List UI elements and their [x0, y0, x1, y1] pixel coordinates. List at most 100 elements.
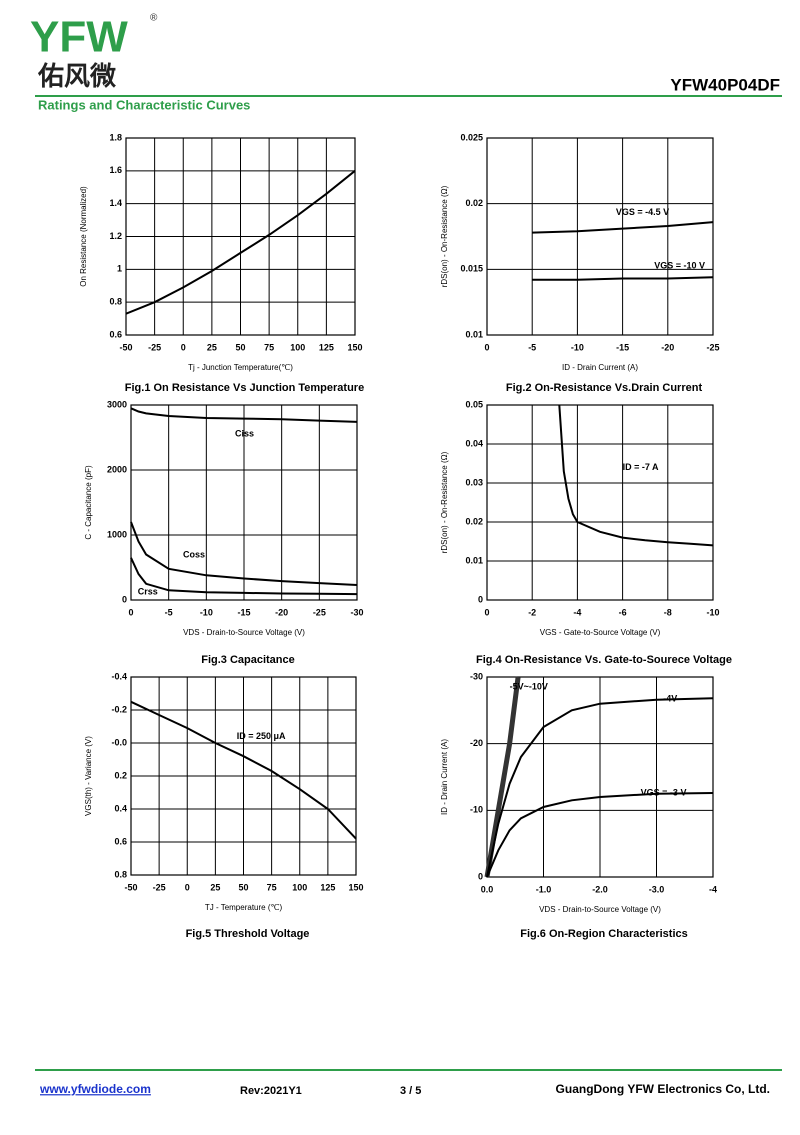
figure-caption: Fig.5 Threshold Voltage — [186, 928, 310, 940]
y-tick-label: 0.05 — [465, 399, 483, 409]
y-tick-label: 0.03 — [465, 477, 483, 487]
x-tick-label: 100 — [290, 342, 305, 352]
x-tick-label: 125 — [319, 342, 334, 352]
plot-frame — [486, 137, 714, 336]
x-tick-label: -5 — [528, 342, 536, 352]
y-tick-label: 2000 — [107, 464, 127, 474]
x-tick-label: 50 — [235, 342, 245, 352]
curve — [130, 407, 358, 423]
x-tick-label: -5 — [165, 607, 173, 617]
curve — [130, 557, 358, 596]
y-tick-label: 0 — [478, 871, 483, 881]
y-tick-label: 0 — [478, 594, 483, 604]
x-axis-label: ID - Drain Current (A) — [562, 363, 638, 372]
y-tick-label: -0.2 — [111, 704, 127, 714]
x-tick-label: 75 — [264, 342, 274, 352]
part-number: YFW40P04DF — [670, 75, 780, 94]
y-axis-label: On Resistance (Normalized) — [79, 186, 88, 287]
curve-label: Ciss — [235, 429, 254, 439]
x-tick-label: 0 — [185, 882, 190, 892]
x-tick-label: 0 — [484, 607, 489, 617]
curve-label: Coss — [183, 550, 205, 560]
curve-label: Crss — [138, 587, 158, 597]
x-tick-label: -4 — [709, 884, 717, 894]
x-axis-label: VGS - Gate-to-Source Voltage (V) — [540, 628, 661, 637]
x-tick-label: -4 — [573, 607, 581, 617]
x-axis-label: Tj - Junction Temperature(℃) — [188, 363, 293, 372]
x-tick-label: 0.0 — [481, 884, 494, 894]
registered-mark: ® — [150, 13, 158, 24]
y-tick-label: -0.0 — [111, 737, 127, 747]
curve — [486, 697, 714, 878]
x-axis-label: VDS - Drain-to-Source Voltage (V) — [183, 628, 305, 637]
y-tick-label: 0.8 — [114, 869, 127, 879]
figure-caption: Fig.2 On-Resistance Vs.Drain Current — [506, 382, 703, 394]
x-tick-label: -2 — [528, 607, 536, 617]
revision: Rev:2021Y1 — [240, 1085, 302, 1097]
x-tick-label: 25 — [210, 882, 220, 892]
y-tick-label: 1 — [117, 264, 122, 274]
curve-label: VGS = -4.5 V — [616, 207, 669, 217]
x-tick-label: -20 — [661, 342, 674, 352]
y-axis-label: ID - Drain Current (A) — [440, 739, 449, 815]
y-tick-label: 0 — [122, 594, 127, 604]
x-tick-label: -10 — [706, 607, 719, 617]
x-tick-label: -6 — [619, 607, 627, 617]
x-tick-label: 50 — [238, 882, 248, 892]
website-link[interactable]: www.yfwdiode.com — [39, 1082, 151, 1096]
plot-frame — [486, 404, 714, 601]
x-tick-label: -25 — [153, 882, 166, 892]
figure-caption: Fig.1 On Resistance Vs Junction Temperat… — [125, 382, 364, 394]
x-tick-label: -50 — [119, 342, 132, 352]
x-tick-label: -30 — [350, 607, 363, 617]
x-tick-label: 150 — [347, 342, 362, 352]
y-tick-label: 1.2 — [109, 231, 122, 241]
curve — [532, 276, 714, 281]
y-tick-label: 0.8 — [109, 297, 122, 307]
x-axis-label: TJ - Temperature (℃) — [205, 903, 283, 912]
x-tick-label: -20 — [275, 607, 288, 617]
y-tick-label: 1.8 — [109, 132, 122, 142]
x-tick-label: -15 — [616, 342, 629, 352]
figure-caption: Fig.3 Capacitance — [201, 654, 295, 666]
y-tick-label: 1000 — [107, 529, 127, 539]
y-tick-label: -10 — [470, 805, 483, 815]
y-axis-label: VGS(th) - Variance (V) — [84, 736, 93, 816]
x-tick-label: 0 — [128, 607, 133, 617]
x-tick-label: 125 — [320, 882, 335, 892]
company: GuangDong YFW Electronics Co, Ltd. — [556, 1082, 770, 1096]
curve-label: VGS = -10 V — [654, 260, 705, 270]
x-tick-label: -2.0 — [592, 884, 608, 894]
curve — [486, 792, 714, 878]
x-tick-label: 150 — [348, 882, 363, 892]
x-tick-label: 100 — [292, 882, 307, 892]
y-tick-label: 0.2 — [114, 770, 127, 780]
figure-caption: Fig.4 On-Resistance Vs. Gate-to-Sourece … — [476, 654, 732, 666]
curve-label: ID = -7 A — [623, 462, 659, 472]
page-number: 3 / 5 — [400, 1085, 421, 1097]
curve-label: VGS = -3 V — [641, 787, 687, 797]
y-tick-label: 0.6 — [114, 836, 127, 846]
curve — [558, 404, 714, 547]
curve — [532, 221, 714, 234]
curve — [130, 521, 358, 586]
y-tick-label: 0.4 — [114, 803, 127, 813]
y-tick-label: 0.02 — [465, 516, 483, 526]
curve — [130, 700, 357, 840]
x-axis-label: VDS - Drain-to-Source Voltage (V) — [539, 905, 661, 914]
brand-cn: 佑风微 — [37, 61, 116, 91]
y-tick-label: 1.4 — [109, 198, 122, 208]
x-tick-label: 25 — [207, 342, 217, 352]
x-tick-label: -50 — [124, 882, 137, 892]
figure-caption: Fig.6 On-Region Characteristics — [520, 928, 687, 940]
curve-label: -5V~-10V — [510, 681, 548, 691]
x-tick-label: -8 — [664, 607, 672, 617]
y-tick-label: 1.6 — [109, 165, 122, 175]
y-tick-label: 0.015 — [460, 264, 483, 274]
x-tick-label: -3.0 — [649, 884, 665, 894]
y-tick-label: -0.4 — [111, 671, 127, 681]
y-axis-label: rDS(on) - On-Resistance (Ω) — [440, 185, 449, 287]
y-tick-label: 0.6 — [109, 329, 122, 339]
logo: YFW — [30, 13, 128, 62]
